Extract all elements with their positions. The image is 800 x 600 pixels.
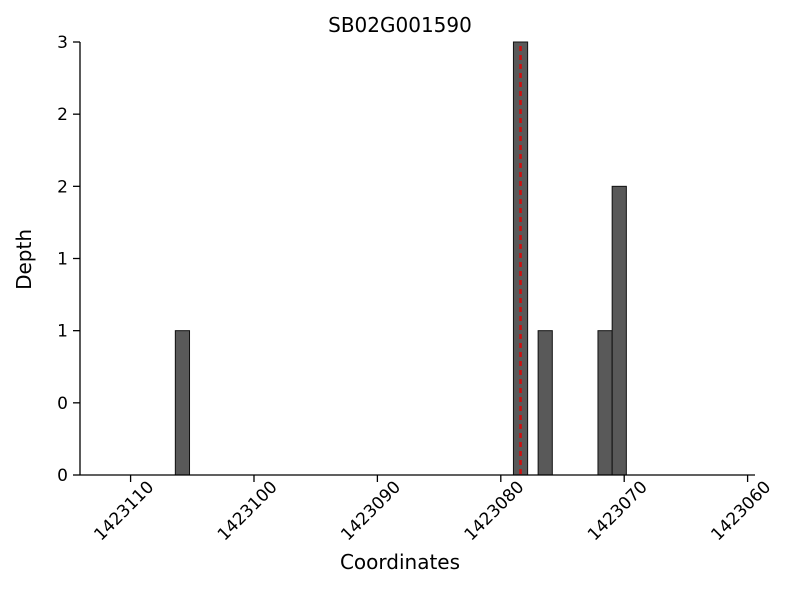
depth-bar bbox=[611, 185, 627, 476]
chart-title: SB02G001590 bbox=[328, 13, 472, 37]
y-tick-label: 3 bbox=[57, 33, 68, 53]
y-tick-label: 2 bbox=[57, 105, 68, 125]
x-axis-label: Coordinates bbox=[339, 550, 461, 574]
y-tick-label: 0 bbox=[57, 466, 68, 486]
x-tick-label: 1423110 bbox=[90, 477, 158, 545]
depth-bar bbox=[597, 330, 613, 476]
y-tick-label: 1 bbox=[57, 250, 68, 270]
y-tick-label: 0 bbox=[57, 394, 68, 414]
depth-bar bbox=[537, 330, 553, 476]
x-tick-label: 1423070 bbox=[584, 477, 652, 545]
y-tick-label: 1 bbox=[57, 322, 68, 342]
y-tick-label: 2 bbox=[57, 177, 68, 197]
x-tick-label: 1423080 bbox=[461, 477, 529, 545]
x-tick-label: 1423090 bbox=[337, 477, 405, 545]
depth-bar bbox=[174, 330, 191, 476]
x-tick-label: 1423060 bbox=[707, 477, 775, 545]
x-tick-label: 1423100 bbox=[214, 477, 282, 545]
